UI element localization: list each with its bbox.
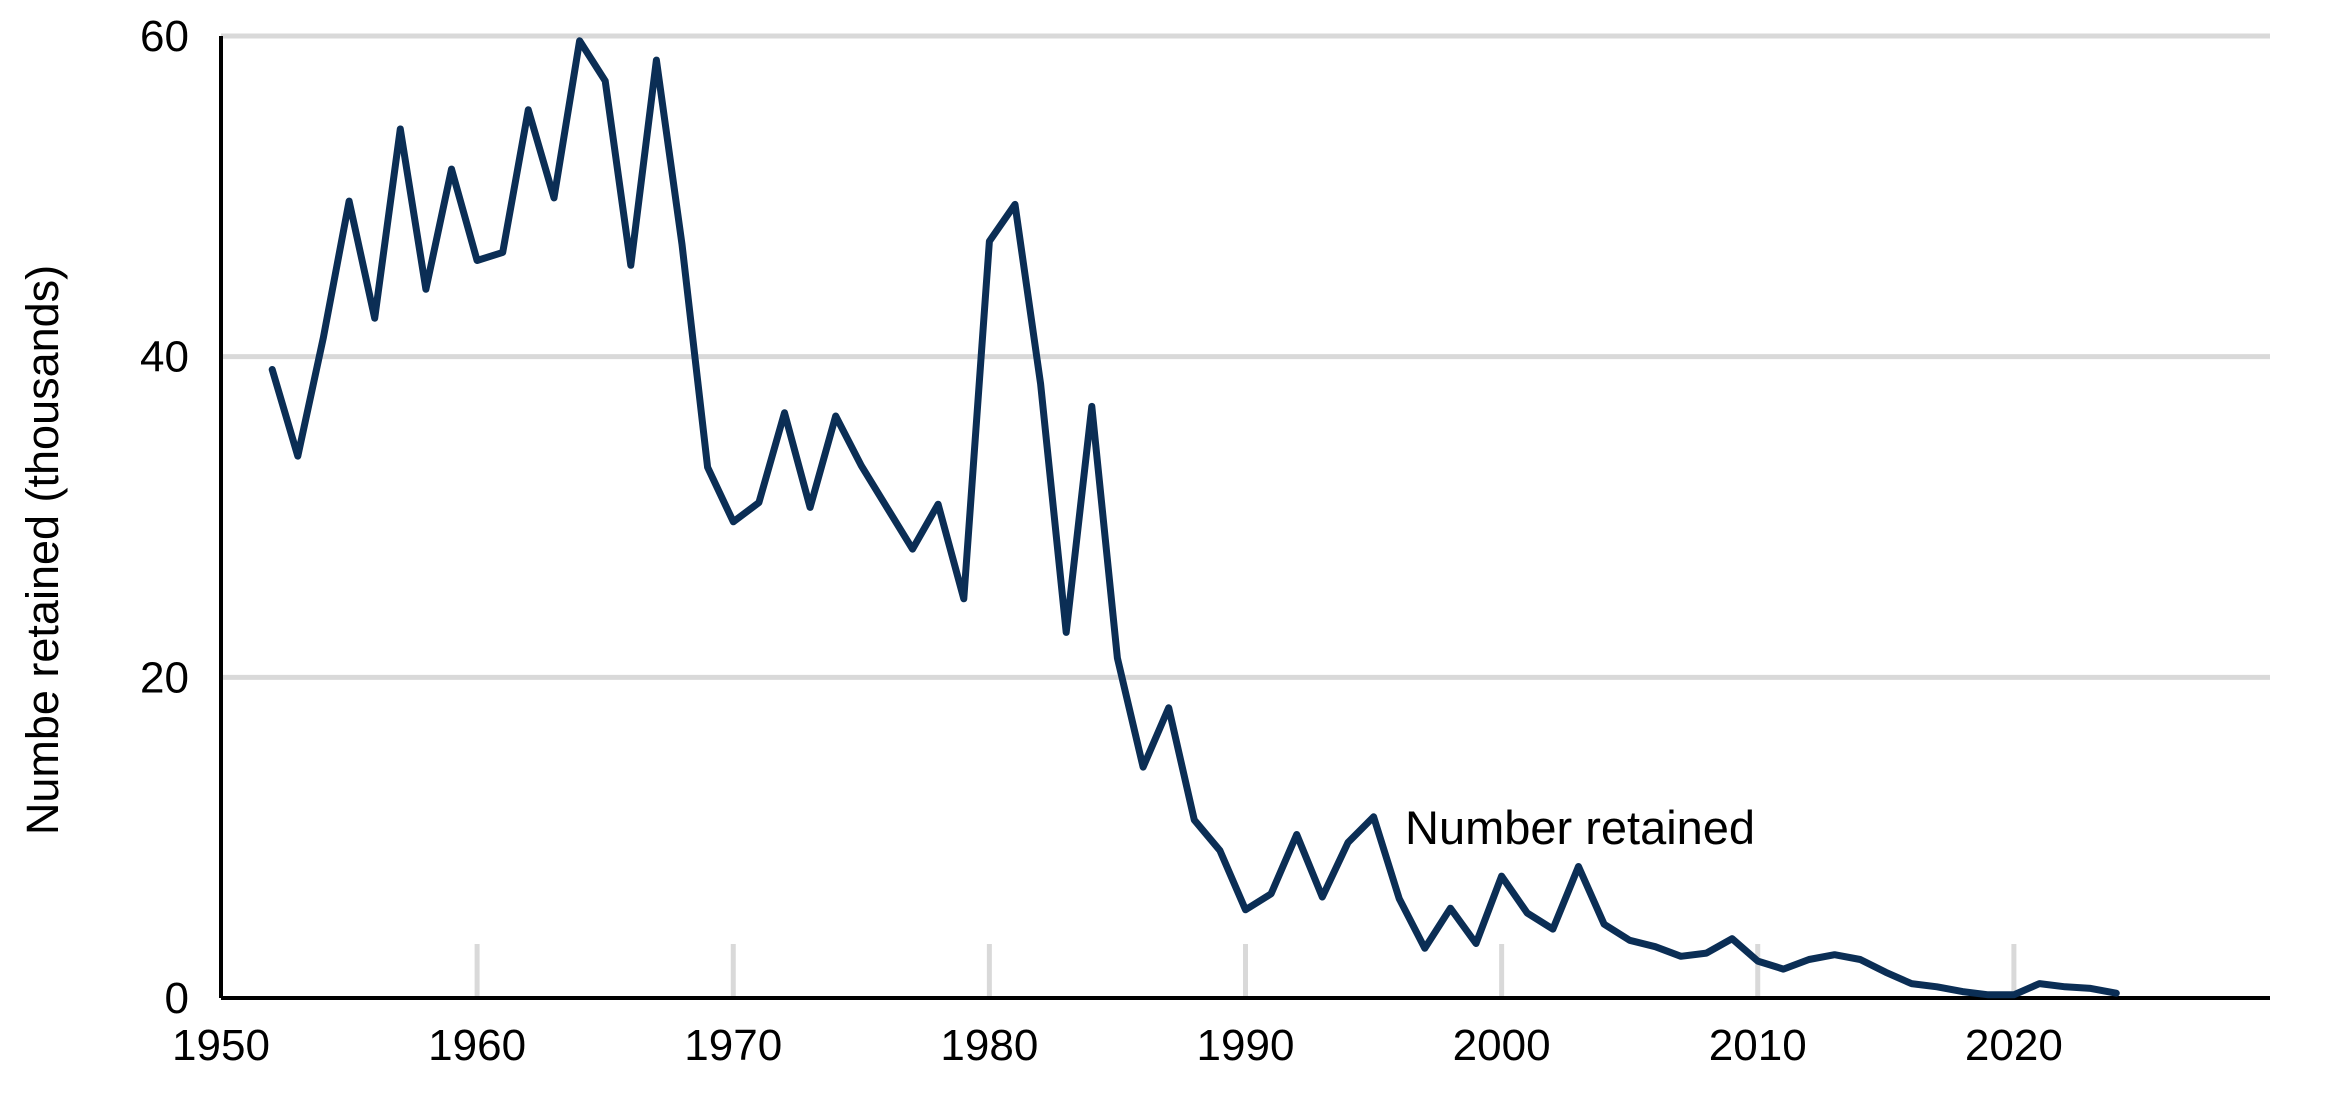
x-tick-label-2010: 2010 xyxy=(1709,1021,1807,1070)
x-tick-label-1980: 1980 xyxy=(940,1021,1038,1070)
x-tick-label-1950: 1950 xyxy=(172,1021,270,1070)
series-label: Number retained xyxy=(1405,801,1755,854)
series-layer xyxy=(268,37,2120,999)
x-tick-label-2020: 2020 xyxy=(1965,1021,2063,1070)
y-axis-title: Numbe retained (thousands) xyxy=(17,265,68,835)
y-tick-label-60: 60 xyxy=(140,12,189,61)
x-tick-label-2000: 2000 xyxy=(1453,1021,1551,1070)
y-tick-label-40: 40 xyxy=(140,333,189,382)
x-tick-labels: 1950 1960 1970 1980 1990 2000 2010 2020 xyxy=(172,1021,2063,1070)
x-tick-label-1970: 1970 xyxy=(684,1021,782,1070)
x-tick-label-1990: 1990 xyxy=(1197,1021,1295,1070)
y-tick-labels: 0 20 40 60 xyxy=(140,12,189,1023)
series-line-0 xyxy=(268,37,2120,999)
y-tick-label-0: 0 xyxy=(165,974,189,1023)
gridlines xyxy=(221,33,2270,998)
x-tick-label-1960: 1960 xyxy=(428,1021,526,1070)
y-tick-label-20: 20 xyxy=(140,653,189,702)
axes xyxy=(219,36,2270,1000)
